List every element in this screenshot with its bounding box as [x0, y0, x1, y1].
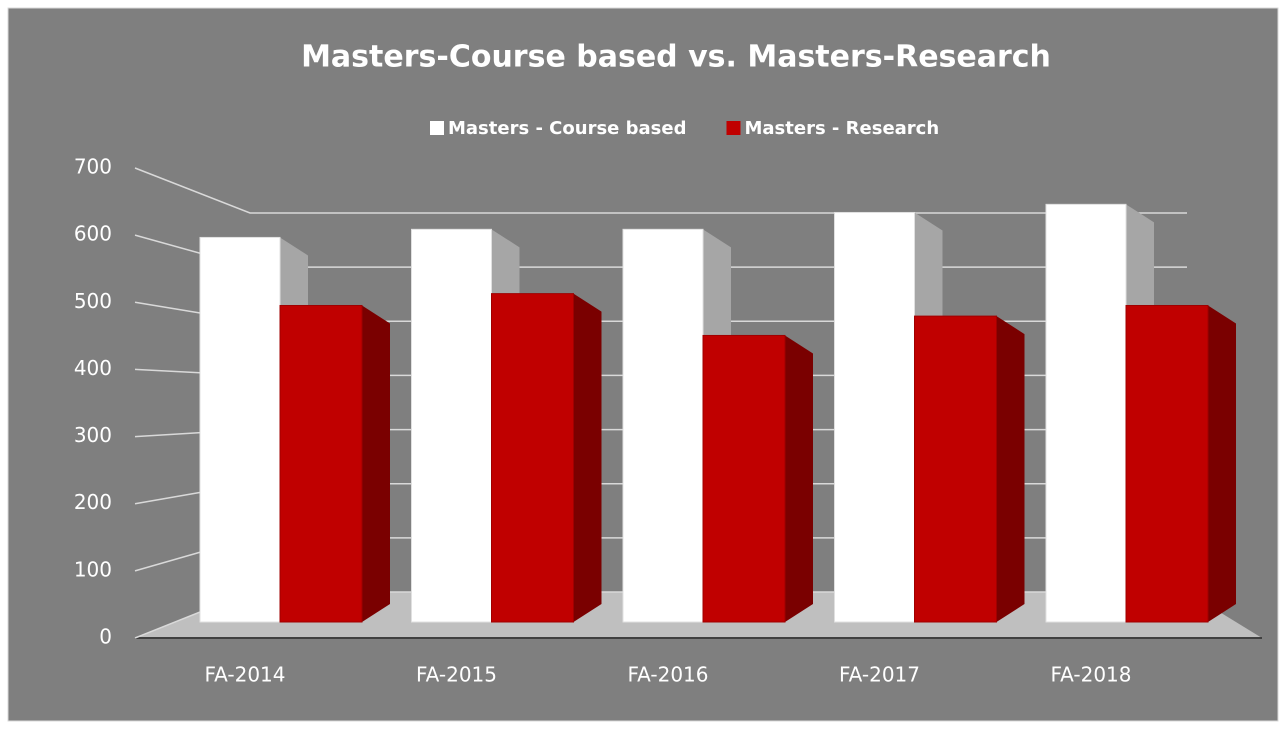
bar-side	[362, 305, 390, 622]
legend-label: Masters - Research	[744, 118, 939, 139]
y-tick-label: 500	[74, 289, 112, 313]
legend-swatch	[726, 121, 741, 135]
bar	[1045, 203, 1127, 623]
bar	[1125, 304, 1209, 623]
y-tick-label: 700	[74, 155, 112, 179]
x-tick-label: FA-2018	[1050, 663, 1131, 687]
bar-side	[785, 335, 813, 622]
bar	[914, 315, 997, 623]
bar	[491, 293, 574, 623]
y-tick-label: 0	[99, 625, 112, 649]
bar	[834, 211, 915, 623]
x-tick-label: FA-2016	[627, 663, 708, 687]
y-tick-label: 400	[74, 356, 112, 380]
bar	[411, 228, 492, 623]
legend-label: Masters - Course based	[448, 118, 686, 139]
legend-swatch	[430, 121, 444, 135]
x-tick-label: FA-2014	[204, 663, 285, 687]
bar	[702, 334, 786, 623]
x-tick-label: FA-2017	[839, 663, 920, 687]
bar	[622, 228, 704, 623]
bar	[199, 236, 281, 623]
y-tick-label: 300	[74, 423, 112, 447]
chart-title: Masters-Course based vs. Masters-Researc…	[301, 40, 1051, 75]
y-tick-label: 200	[74, 490, 112, 514]
bar-side	[996, 316, 1025, 622]
bar-side	[573, 293, 602, 622]
x-tick-label: FA-2015	[416, 663, 497, 687]
bar	[279, 304, 363, 623]
y-tick-label: 600	[74, 222, 112, 246]
y-tick-label: 100	[74, 557, 112, 581]
bar-side	[1208, 305, 1236, 622]
